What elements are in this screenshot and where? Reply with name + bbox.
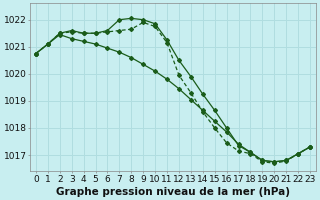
X-axis label: Graphe pression niveau de la mer (hPa): Graphe pression niveau de la mer (hPa) <box>56 187 290 197</box>
